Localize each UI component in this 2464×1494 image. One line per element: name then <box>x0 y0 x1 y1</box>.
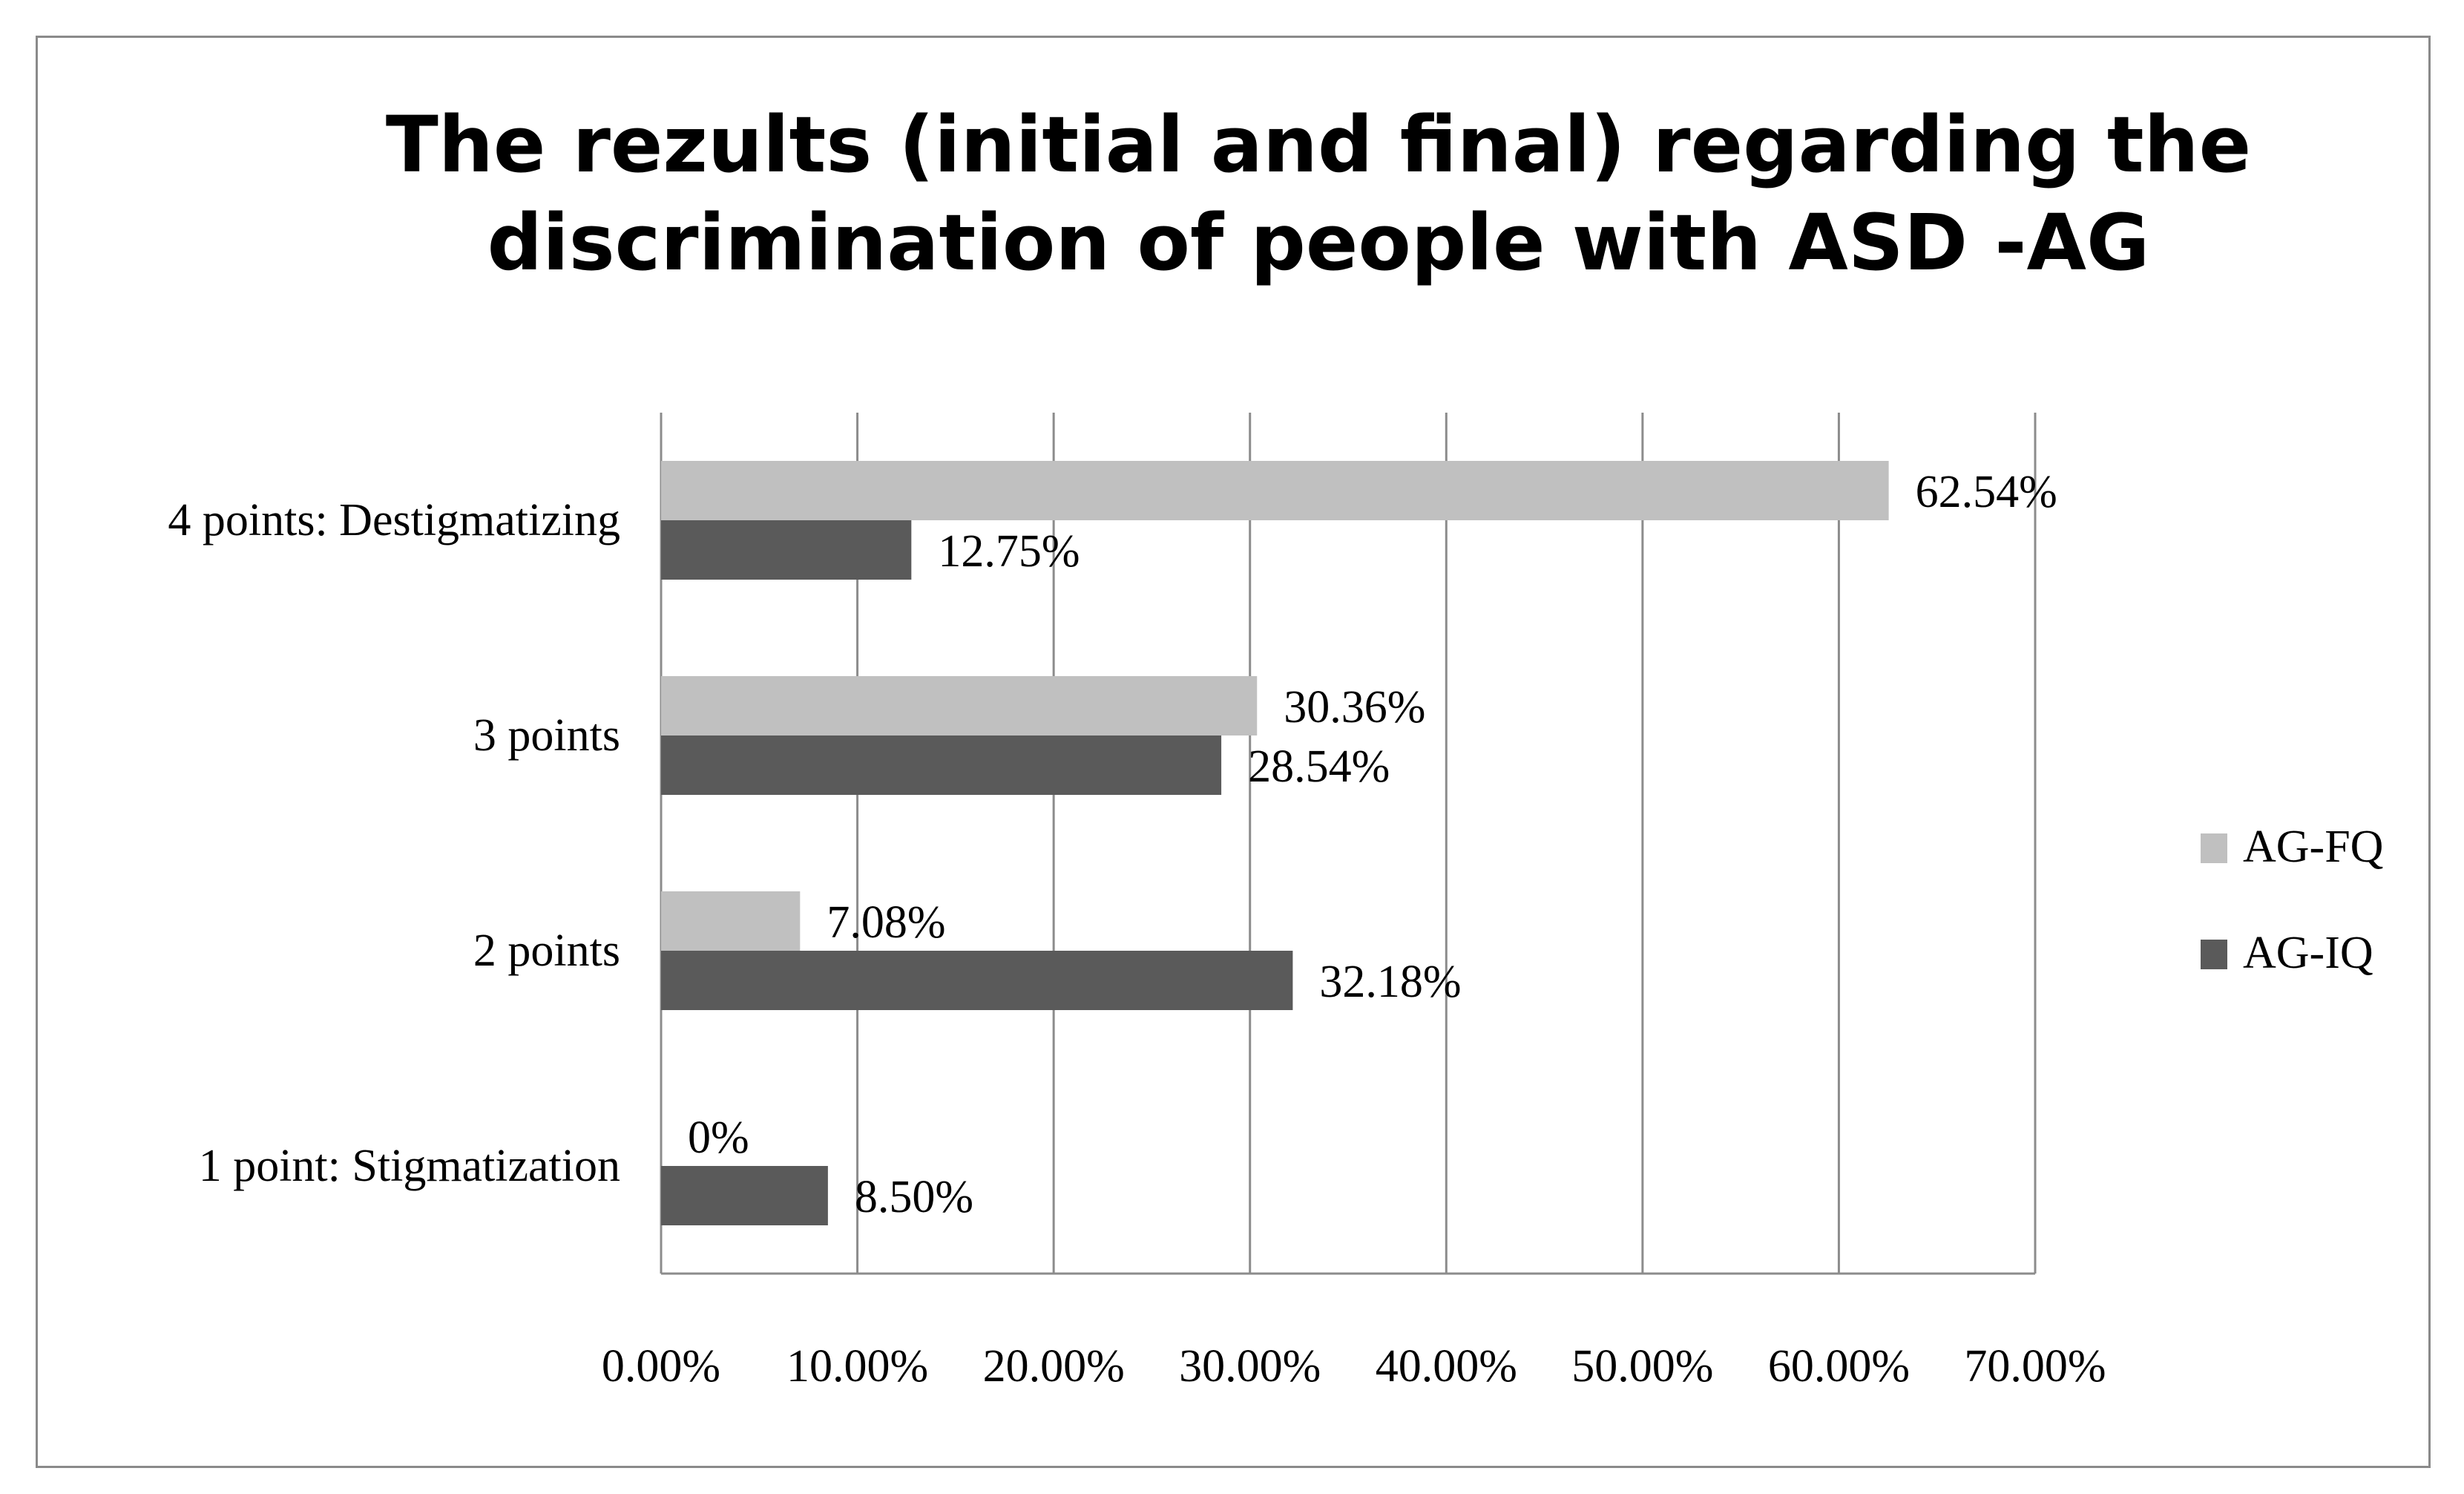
category-label: 4 points: Destigmatizing <box>168 495 620 545</box>
x-tick-label: 20.00% <box>983 1341 1125 1392</box>
bar-ag-fq <box>661 461 1889 520</box>
legend-swatch-ag-fq <box>2201 833 2227 863</box>
data-label: 32.18% <box>1319 957 1461 1007</box>
x-tick-label: 0.00% <box>602 1341 720 1392</box>
x-tick-label: 10.00% <box>786 1341 928 1392</box>
category-label: 1 point: Stigmatization <box>199 1141 620 1191</box>
x-tick-label: 70.00% <box>1964 1341 2106 1392</box>
x-tick-label: 40.00% <box>1376 1341 1517 1392</box>
category-label: 3 points <box>473 710 620 761</box>
bar-chart: The rezults (initial and final) regardin… <box>168 99 2383 1392</box>
legend-label: AG-FQ <box>2243 822 2383 872</box>
chart-frame: The rezults (initial and final) regardin… <box>36 36 2431 1468</box>
category-label: 2 points <box>473 925 620 976</box>
data-label: 7.08% <box>827 897 945 948</box>
bar-ag-iq <box>661 520 912 580</box>
data-label: 0% <box>688 1113 749 1163</box>
chart-title-line: The rezults (initial and final) regardin… <box>386 99 2251 190</box>
x-tick-label: 50.00% <box>1571 1341 1713 1392</box>
data-label: 12.75% <box>938 526 1080 577</box>
data-label: 30.36% <box>1284 682 1425 733</box>
data-label: 62.54% <box>1916 467 2057 517</box>
x-tick-label: 60.00% <box>1768 1341 1910 1392</box>
bar-ag-iq <box>661 951 1293 1010</box>
legend-swatch-ag-iq <box>2201 940 2227 969</box>
data-label: 28.54% <box>1248 741 1390 792</box>
x-tick-label: 30.00% <box>1179 1341 1321 1392</box>
data-label: 8.50% <box>855 1172 973 1222</box>
bar-ag-fq <box>661 891 801 951</box>
chart-title-line: discrimination of people with ASD -AG <box>487 197 2150 288</box>
bar-ag-fq <box>661 676 1258 735</box>
legend-label: AG-IQ <box>2243 928 2373 978</box>
bar-ag-iq <box>661 735 1222 795</box>
bar-ag-iq <box>661 1166 828 1225</box>
